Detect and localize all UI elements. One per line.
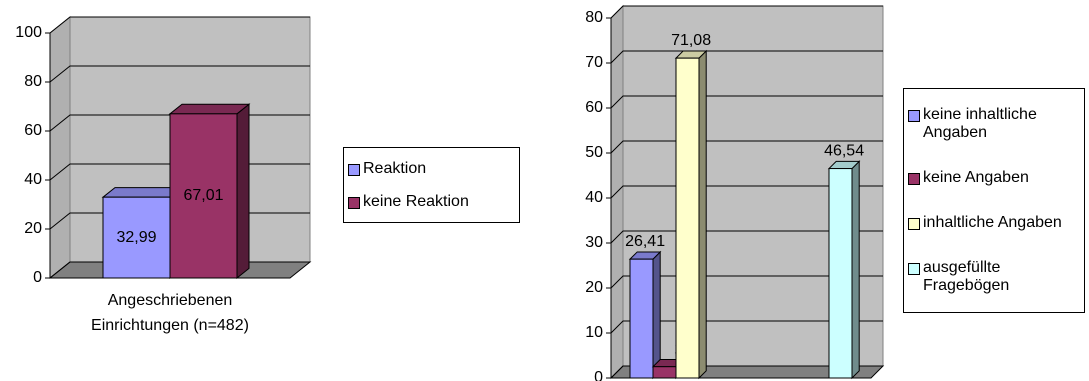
data-label: 26,41	[625, 233, 665, 250]
legend-swatch	[908, 217, 920, 230]
grid-line	[610, 365, 883, 379]
grid-line	[49, 65, 310, 83]
bar-side	[851, 160, 860, 380]
grid-line	[610, 230, 883, 244]
legend-swatch	[908, 262, 920, 275]
grid-line	[610, 95, 883, 109]
x-tick-label: Angeschriebenen Einrichtungen (n=482)	[91, 292, 249, 334]
bar	[169, 113, 238, 279]
bar-side	[698, 49, 707, 380]
y-tick-label: 10	[585, 324, 603, 341]
grid-line	[610, 5, 883, 19]
y-tick-label: 80	[585, 9, 603, 26]
y-tick-label: 40	[585, 189, 603, 206]
y-tick-label: 30	[585, 234, 603, 251]
data-label: 46,54	[824, 143, 864, 160]
bar-side	[652, 250, 661, 380]
grid-line	[610, 140, 883, 154]
legend-item: keine Reaktion	[348, 193, 515, 211]
legend-swatch	[348, 163, 360, 176]
grid-line	[49, 16, 310, 34]
legend: keine inhaltliche Angaben keine Angaben in…	[903, 88, 1085, 313]
y-tick-label: 70	[585, 54, 603, 71]
legend-item: ausgefüllte Fragebögen	[908, 259, 1080, 295]
bar	[629, 258, 654, 379]
y-tick-label: 20	[24, 220, 42, 237]
legend-item: keine Angaben	[908, 169, 1080, 187]
grid-line	[610, 50, 883, 64]
grid-line	[610, 185, 883, 199]
legend-item: keine inhaltliche Angaben	[908, 106, 1080, 142]
legend-swatch	[908, 110, 920, 123]
bar-top	[168, 103, 251, 115]
y-tick-label: 50	[585, 144, 603, 161]
legend-label: inhaltliche Angaben	[923, 213, 1062, 231]
grid-line	[610, 275, 883, 289]
legend-swatch	[908, 173, 920, 186]
legend-label: keine inhaltliche Angaben	[923, 106, 1037, 142]
data-label: 32,99	[116, 229, 156, 246]
y-tick-label: 40	[24, 171, 42, 188]
bar	[652, 366, 677, 379]
y-tick-label: 60	[585, 99, 603, 116]
y-tick-label: 0	[594, 369, 603, 381]
bar-side	[236, 103, 250, 280]
legend-item: inhaltliche Angaben	[908, 214, 1080, 232]
y-tick-label: 80	[24, 73, 42, 90]
y-tick-label: 60	[24, 122, 42, 139]
y-tick-label: 0	[33, 269, 42, 286]
data-label: 67,01	[183, 187, 223, 204]
legend-label: keine Reaktion	[363, 192, 469, 210]
legend-label: ausgefüllte Fragebögen	[923, 258, 1010, 294]
legend: Reaktion keine Reaktion	[343, 147, 520, 223]
y-tick-label: 100	[15, 24, 42, 41]
bar	[675, 57, 700, 379]
legend-item: Reaktion	[348, 160, 515, 178]
grid-line	[610, 320, 883, 334]
data-label: 71,08	[671, 32, 711, 49]
y-tick-label: 20	[585, 279, 603, 296]
bar	[828, 168, 853, 379]
legend-label: Reaktion	[363, 159, 427, 177]
side-wall	[49, 15, 71, 280]
bar	[102, 196, 171, 279]
legend-label: keine Angaben	[923, 169, 1029, 187]
legend-swatch	[348, 196, 360, 209]
